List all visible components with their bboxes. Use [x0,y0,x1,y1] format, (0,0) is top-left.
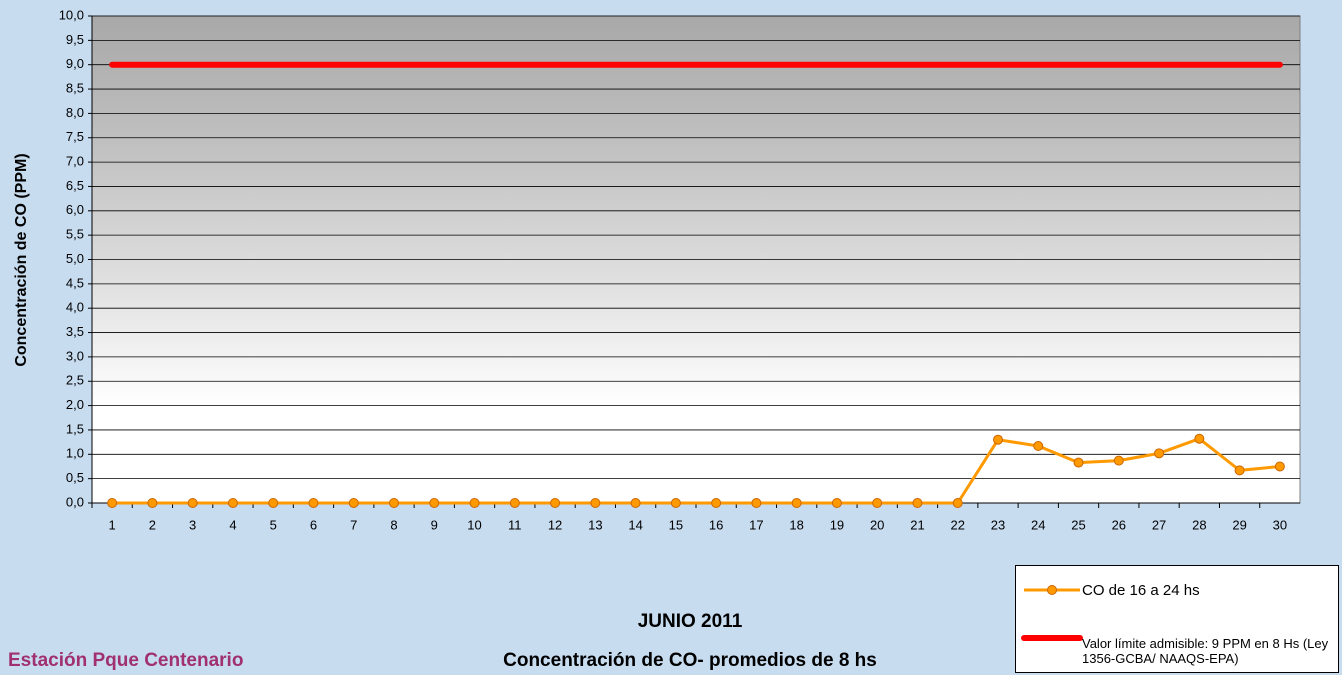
x-tick-label: 30 [1273,517,1287,532]
y-tick-label: 6,0 [66,202,84,217]
data-point [1275,462,1284,471]
x-tick-label: 12 [548,517,562,532]
data-point [591,499,600,508]
data-point [1074,458,1083,467]
x-tick-label: 13 [588,517,602,532]
x-tick-label: 14 [628,517,642,532]
x-tick-label: 22 [950,517,964,532]
x-tick-label: 17 [749,517,763,532]
data-point [953,499,962,508]
y-tick-label: 0,5 [66,470,84,485]
data-point [390,499,399,508]
data-point [551,499,560,508]
y-tick-label: 5,0 [66,251,84,266]
x-tick-label: 2 [149,517,156,532]
data-point [470,499,479,508]
data-point [1235,466,1244,475]
data-point [228,499,237,508]
y-tick-label: 6,5 [66,178,84,193]
y-tick-label: 7,0 [66,154,84,169]
data-point [792,499,801,508]
x-tick-label: 25 [1071,517,1085,532]
data-point [349,499,358,508]
x-tick-label: 18 [789,517,803,532]
x-tick-label: 8 [390,517,397,532]
legend-label: Valor límite admisible: 9 PPM en 8 Hs (L… [1082,636,1332,666]
y-tick-label: 5,5 [66,227,84,242]
x-tick-label: 16 [709,517,723,532]
page: {"chart_data": {"type": "line", "title":… [0,0,1342,675]
y-tick-label: 8,0 [66,105,84,120]
y-tick-label: 2,5 [66,373,84,388]
x-tick-label: 5 [270,517,277,532]
chart-subtitle: Concentración de CO- promedios de 8 hs [503,650,877,671]
y-tick-label: 9,5 [66,32,84,47]
legend-label: CO de 16 a 24 hs [1082,583,1200,598]
data-point [1155,449,1164,458]
legend: CO de 16 a 24 hs Valor límite admisible:… [1015,565,1339,673]
x-tick-label: 7 [350,517,357,532]
y-axis-label: Concentración de CO (PPM) [13,153,30,366]
x-tick-label: 29 [1232,517,1246,532]
data-point [913,499,922,508]
y-tick-label: 3,0 [66,348,84,363]
y-tick-label: 2,0 [66,397,84,412]
data-point [671,499,680,508]
y-tick-label: 9,0 [66,56,84,71]
data-point [1114,456,1123,465]
x-tick-label: 24 [1031,517,1045,532]
data-point [1034,442,1043,451]
data-point [108,499,117,508]
data-point [994,435,1003,444]
data-point [430,499,439,508]
y-tick-label: 4,0 [66,300,84,315]
data-point [832,499,841,508]
data-point [188,499,197,508]
y-tick-label: 7,5 [66,129,84,144]
x-tick-label: 28 [1192,517,1206,532]
x-tick-label: 21 [910,517,924,532]
data-point [148,499,157,508]
data-point [309,499,318,508]
legend-marker [1048,586,1057,595]
x-tick-label: 11 [508,517,522,532]
chart-title: JUNIO 2011 [638,611,743,632]
x-tick-label: 10 [467,517,481,532]
legend-swatches [1016,566,1086,674]
x-tick-label: 19 [830,517,844,532]
station-label: Estación Pque Centenario [8,650,243,671]
y-tick-label: 0,0 [66,494,84,509]
x-tick-label: 6 [310,517,317,532]
y-tick-label: 4,5 [66,275,84,290]
data-point [873,499,882,508]
data-point [631,499,640,508]
y-tick-label: 1,5 [66,421,84,436]
y-tick-label: 8,5 [66,80,84,95]
data-point [1195,434,1204,443]
x-tick-label: 26 [1112,517,1126,532]
y-tick-label: 10,0 [59,7,84,22]
x-tick-label: 3 [189,517,196,532]
data-point [510,499,519,508]
y-tick-label: 3,5 [66,324,84,339]
data-point [712,499,721,508]
x-tick-label: 9 [431,517,438,532]
data-point [752,499,761,508]
x-tick-label: 23 [991,517,1005,532]
x-tick-label: 1 [109,517,116,532]
x-tick-label: 27 [1152,517,1166,532]
y-tick-label: 1,0 [66,446,84,461]
data-point [269,499,278,508]
x-tick-label: 15 [669,517,683,532]
x-tick-label: 4 [229,517,236,532]
x-tick-label: 20 [870,517,884,532]
